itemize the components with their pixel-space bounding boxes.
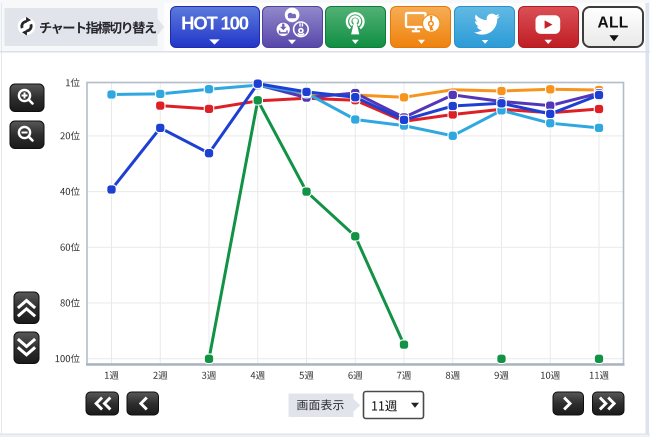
svg-text:HOT 100: HOT 100 (181, 13, 249, 34)
svg-text:ALL: ALL (597, 15, 628, 32)
